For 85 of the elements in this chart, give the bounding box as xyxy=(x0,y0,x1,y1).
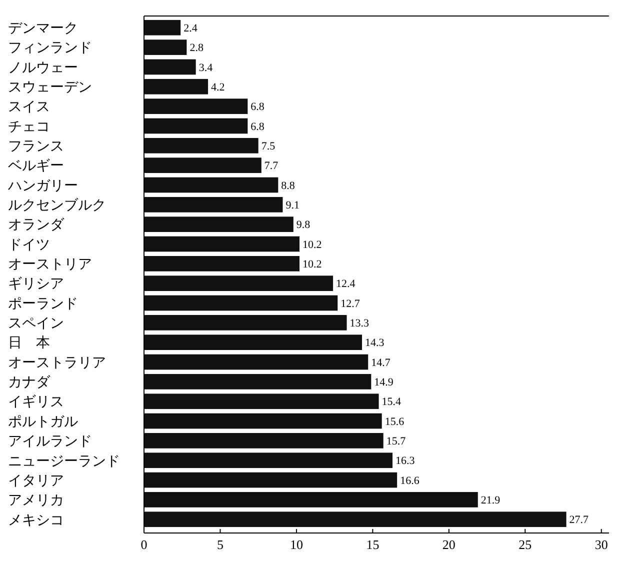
bar xyxy=(144,236,300,252)
y-tick-label: アイルランド xyxy=(8,434,92,450)
data-label: 2.8 xyxy=(190,42,204,54)
bar xyxy=(144,158,262,173)
y-tick-label: イタリア xyxy=(8,472,64,489)
data-label: 12.4 xyxy=(336,278,356,290)
y-tick-label: オランダ xyxy=(8,217,65,234)
y-tick-label: デンマーク xyxy=(8,20,78,37)
data-label: 14.3 xyxy=(365,337,385,350)
bar xyxy=(144,177,278,193)
data-label: 7.7 xyxy=(264,160,279,172)
bar xyxy=(144,374,372,390)
y-tick-label: ノルウェー xyxy=(8,60,78,76)
y-tick-label: カナダ xyxy=(8,374,51,391)
data-label: 10.2 xyxy=(302,258,322,271)
bar xyxy=(144,295,338,311)
bar xyxy=(144,59,196,75)
bar xyxy=(144,256,300,272)
data-label: 15.4 xyxy=(382,396,402,408)
y-tick-label: ポルトガル xyxy=(8,414,78,430)
bar xyxy=(144,413,382,429)
y-tick-label: アメリカ xyxy=(8,492,64,509)
bar xyxy=(144,334,362,350)
bar xyxy=(144,78,208,94)
bar xyxy=(144,512,566,528)
x-tick-label: 15 xyxy=(366,537,380,552)
data-label: 4.2 xyxy=(211,81,225,94)
data-label: 7.5 xyxy=(261,140,276,152)
y-tick-label: ベルギー xyxy=(8,158,64,174)
y-tick-label: ルクセンブルク xyxy=(8,198,106,214)
data-label: 21.9 xyxy=(480,494,501,507)
data-label: 15.6 xyxy=(384,416,405,428)
data-label: 27.7 xyxy=(569,514,590,526)
data-label: 12.7 xyxy=(340,298,360,310)
y-tick-label: メキシコ xyxy=(8,512,64,528)
data-label: 15.7 xyxy=(386,436,406,448)
data-label: 6.8 xyxy=(250,120,265,133)
data-label: 14.7 xyxy=(371,356,391,369)
bar xyxy=(144,40,187,55)
y-tick-label: スペイン xyxy=(8,316,64,332)
y-tick-label: 日 本 xyxy=(8,335,50,352)
y-tick-label: ポーランド xyxy=(8,296,78,312)
data-label: 2.4 xyxy=(184,22,198,34)
data-label: 13.3 xyxy=(350,318,370,330)
data-label: 16.6 xyxy=(400,474,420,487)
bar xyxy=(144,276,334,292)
y-tick-label: スイス xyxy=(8,99,50,116)
bar xyxy=(144,394,379,410)
x-tick-label: 25 xyxy=(518,537,532,552)
data-label: 8.8 xyxy=(281,180,296,192)
y-tick-label: スウェーデン xyxy=(8,80,92,96)
bar xyxy=(144,472,398,488)
x-tick-label: 20 xyxy=(442,537,456,552)
y-tick-label: オーストリア xyxy=(8,256,92,273)
bar xyxy=(144,452,393,468)
data-label: 16.3 xyxy=(396,455,416,468)
y-tick-label: ドイツ xyxy=(8,236,50,253)
y-tick-label: チェコ xyxy=(8,118,50,135)
x-tick-label: 0 xyxy=(140,537,148,552)
bar xyxy=(144,196,283,212)
data-label: 9.1 xyxy=(286,200,300,212)
x-tick-label: 5 xyxy=(216,537,224,552)
data-label: 3.4 xyxy=(198,62,214,74)
data-label: 6.8 xyxy=(250,101,265,114)
bar xyxy=(144,118,248,134)
bar xyxy=(144,216,294,232)
data-label: 14.9 xyxy=(374,376,394,389)
y-tick-label: オーストラリア xyxy=(8,354,106,371)
y-tick-label: ハンガリー xyxy=(7,178,78,194)
bar xyxy=(144,354,368,370)
bar xyxy=(144,138,258,154)
x-tick-label: 10 xyxy=(290,537,303,552)
data-label: 9.8 xyxy=(296,219,311,232)
y-tick-label: ギリシア xyxy=(8,276,64,292)
y-tick-label: フランス xyxy=(8,138,64,155)
bar xyxy=(144,20,181,36)
bar xyxy=(144,98,248,114)
data-label: 10.2 xyxy=(302,238,322,251)
bar xyxy=(144,315,347,330)
y-tick-label: ニュージーランド xyxy=(8,453,120,470)
x-tick-label: 30 xyxy=(594,537,608,552)
bar xyxy=(144,492,478,508)
y-tick-label: イギリス xyxy=(8,394,64,410)
y-tick-label: フィンランド xyxy=(8,40,92,56)
bar xyxy=(144,433,384,448)
